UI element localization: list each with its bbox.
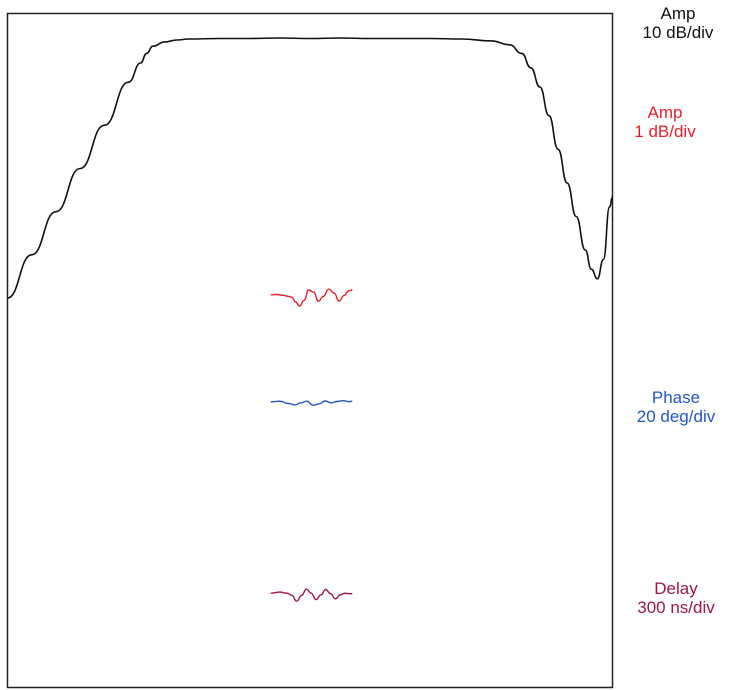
- amp-wide-scale: 10 dB/div: [642, 23, 714, 42]
- amp-fine-title: Amp: [647, 103, 683, 122]
- amp-wide-title: Amp: [660, 4, 696, 23]
- trace-group: [7, 37, 614, 602]
- delay-title: Delay: [654, 579, 698, 598]
- phase-trace: [270, 400, 353, 406]
- amp-wide-scale-label: Amp 10 dB/div: [616, 4, 740, 42]
- amp-fine-scale: 1 dB/div: [634, 122, 696, 141]
- amp-fine-trace: [270, 288, 353, 307]
- delay-scale-label: Delay 300 ns/div: [612, 579, 740, 617]
- plot-frame: [6, 12, 614, 689]
- amp-fine-scale-label: Amp 1 dB/div: [610, 103, 720, 141]
- phase-title: Phase: [651, 388, 701, 407]
- amp-wide-trace: [7, 37, 614, 299]
- delay-scale: 300 ns/div: [637, 598, 715, 617]
- phase-scale: 20 deg/div: [636, 407, 716, 426]
- phase-scale-label: Phase 20 deg/div: [612, 388, 740, 426]
- delay-trace: [270, 588, 353, 602]
